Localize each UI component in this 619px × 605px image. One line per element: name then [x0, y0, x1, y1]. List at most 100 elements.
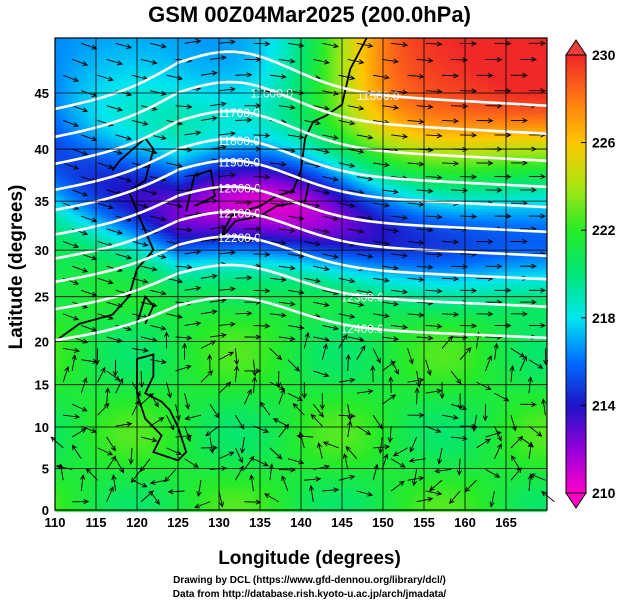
wind-arrow — [97, 402, 110, 416]
contour-line — [54, 185, 548, 236]
wind-arrow — [244, 226, 262, 232]
x-tick-label: 165 — [495, 515, 517, 530]
wind-arrow — [441, 414, 459, 420]
wind-arrow — [63, 202, 80, 210]
wind-arrow — [460, 41, 478, 47]
wind-arrow — [519, 355, 527, 372]
wind-arrow — [338, 313, 356, 319]
wind-arrow — [451, 187, 469, 193]
wind-arrow — [194, 501, 211, 509]
wind-arrow — [322, 176, 339, 182]
footer-data-source: Data from http://database.rish.kyoto-u.a… — [172, 589, 447, 600]
y-tick-label: 10 — [35, 420, 49, 435]
wind-arrow — [342, 452, 349, 470]
wind-arrow — [72, 148, 89, 156]
wind-arrow — [184, 393, 190, 410]
x-axis-label: Longitude (degrees) — [218, 548, 401, 569]
wind-arrow — [494, 132, 512, 138]
wind-arrow — [425, 490, 443, 496]
wind-arrow — [356, 42, 374, 49]
wind-arrow — [149, 479, 167, 485]
wind-arrow — [510, 311, 528, 317]
wind-arrow — [184, 285, 202, 292]
wind-arrow — [425, 388, 443, 394]
wind-arrow — [184, 321, 202, 327]
wind-arrow — [218, 212, 236, 218]
y-tick-label: 35 — [35, 194, 49, 209]
wind-arrow — [209, 465, 227, 472]
wind-arrow — [131, 399, 140, 416]
wind-arrow — [407, 348, 414, 365]
wind-arrow — [278, 388, 286, 405]
contour-label: 11500.0 — [357, 89, 400, 103]
wind-arrow — [150, 42, 167, 49]
wind-arrow — [425, 425, 442, 433]
wind-arrow — [338, 377, 356, 383]
wind-arrow — [347, 404, 353, 422]
wind-arrow — [251, 376, 258, 394]
wind-arrow — [476, 160, 494, 166]
wind-arrow — [244, 187, 262, 193]
wind-arrow — [425, 174, 443, 180]
contour-label: 12300.0 — [341, 291, 385, 305]
wind-arrow — [131, 74, 149, 81]
wind-arrow — [425, 323, 443, 329]
wind-arrow — [209, 185, 227, 191]
wind-arrow — [382, 104, 400, 110]
wind-arrow — [269, 119, 287, 125]
wind-arrow — [485, 431, 502, 438]
wind-arrow — [287, 215, 305, 221]
wind-arrow — [163, 331, 170, 349]
wind-arrow — [140, 301, 158, 308]
contour-line — [54, 80, 548, 139]
wind-arrow — [391, 133, 409, 139]
y-tick-label: 20 — [35, 334, 49, 349]
wind-arrow — [485, 469, 501, 478]
wind-arrow — [485, 103, 503, 109]
wind-arrow — [528, 359, 544, 369]
wind-arrow — [409, 436, 418, 453]
wind-arrow — [115, 377, 124, 394]
wind-arrow — [209, 436, 215, 454]
wind-arrow — [72, 265, 89, 273]
wind-arrow — [313, 336, 330, 342]
wind-arrow — [356, 134, 374, 140]
wind-arrow — [81, 325, 98, 332]
wind-arrow — [494, 425, 502, 442]
wind-arrow — [253, 88, 271, 94]
wind-arrow — [115, 421, 133, 427]
wind-arrow — [460, 174, 478, 180]
wind-arrow — [510, 200, 528, 206]
wind-arrow — [425, 41, 443, 47]
x-tick-label: 110 — [45, 515, 66, 530]
x-tick-label: 125 — [167, 515, 189, 530]
y-tick-label: 5 — [42, 462, 49, 477]
wind-arrow — [166, 447, 183, 456]
wind-arrow — [313, 265, 330, 272]
wind-arrow — [166, 74, 184, 81]
wind-arrow — [218, 172, 236, 178]
wind-arrow — [72, 105, 89, 113]
wind-arrow — [218, 451, 235, 460]
wind-arrow — [276, 370, 282, 388]
wind-arrow — [209, 144, 227, 151]
wind-arrow — [322, 134, 339, 140]
wind-arrow — [519, 226, 537, 232]
wind-arrow — [442, 311, 460, 317]
wind-arrow — [519, 401, 537, 407]
wind-arrow — [541, 490, 555, 503]
wind-arrow — [416, 104, 434, 110]
wind-arrow — [510, 415, 517, 432]
wind-arrow — [442, 239, 460, 245]
wind-arrow — [235, 159, 253, 166]
wind-arrow — [175, 147, 193, 153]
wind-arrow — [269, 73, 287, 80]
wind-arrow — [391, 289, 409, 295]
wind-arrow — [347, 228, 365, 234]
wind-arrow — [356, 90, 374, 96]
contour-line — [54, 109, 548, 166]
wind-arrow — [313, 105, 330, 111]
wind-arrow — [407, 73, 425, 79]
wind-arrow — [259, 401, 271, 416]
wind-arrow — [381, 394, 397, 405]
